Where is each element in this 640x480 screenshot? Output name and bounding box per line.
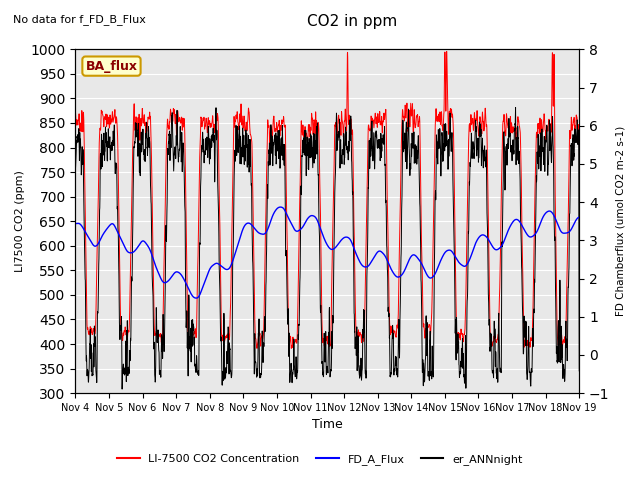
Legend: LI-7500 CO2 Concentration, FD_A_Flux, er_ANNnight: LI-7500 CO2 Concentration, FD_A_Flux, er… — [113, 450, 527, 469]
Text: CO2 in ppm: CO2 in ppm — [307, 14, 397, 29]
Y-axis label: FD Chamberflux (umol CO2 m-2 s-1): FD Chamberflux (umol CO2 m-2 s-1) — [615, 126, 625, 316]
Text: BA_flux: BA_flux — [86, 60, 138, 72]
Y-axis label: LI7500 CO2 (ppm): LI7500 CO2 (ppm) — [15, 170, 25, 272]
Text: No data for f_FD_B_Flux: No data for f_FD_B_Flux — [13, 14, 146, 25]
X-axis label: Time: Time — [312, 419, 342, 432]
